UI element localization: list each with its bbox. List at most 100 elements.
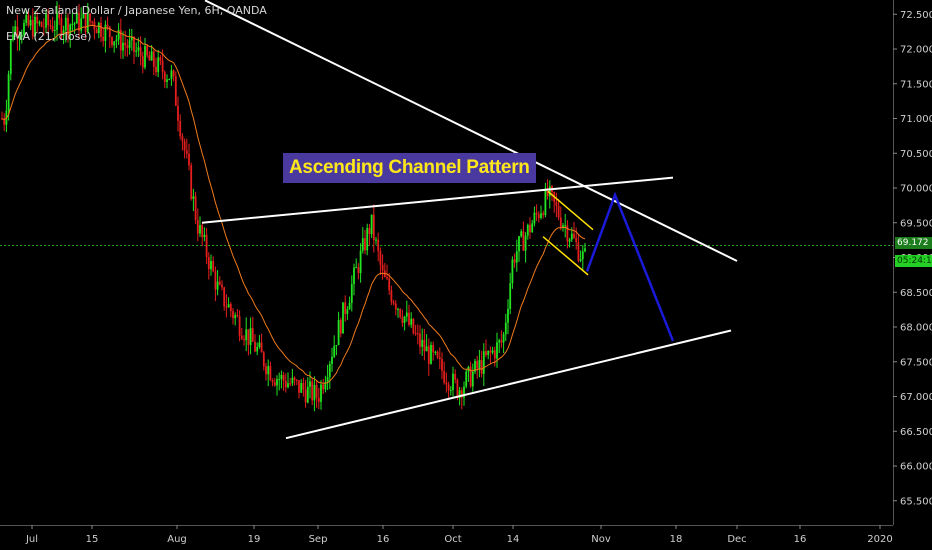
candle-body [478,360,481,369]
time-tick-label: 18 [670,534,683,545]
candle-body [223,287,226,307]
candle-body [36,16,39,24]
candle-body [295,379,298,381]
candle-body [458,390,461,398]
candle-body [564,225,567,227]
candle-body [430,344,432,364]
candle-body [427,346,430,364]
candle-body [124,42,127,46]
candle-body [18,36,21,39]
candle-body [507,308,509,323]
candle-body [304,389,307,403]
symbol-title[interactable]: New Zealand Dollar / Japanese Yen, 6H, O… [6,4,267,17]
candle-body [236,315,239,317]
candle-body [192,196,195,199]
candle-body [210,261,212,270]
candle-body [381,264,384,271]
candle-body [399,309,402,317]
candle-body [361,238,364,251]
candle-body [504,322,507,335]
flag-upper-line[interactable] [547,190,594,231]
price-tick-label: 67.000 [900,392,932,403]
candle-body [313,384,316,401]
candle-body [207,257,210,270]
candle-body [218,281,221,285]
candle-body [34,16,36,37]
price-tick-label: 68.500 [900,288,932,299]
candle-body [183,141,186,151]
candle-body [324,382,327,390]
candle-body [559,217,562,228]
candle-body [581,251,584,260]
candle-body [128,40,131,48]
candle-body [463,386,465,398]
candle-body [172,70,175,77]
flag-lower-line[interactable] [542,236,589,276]
candle-body [342,302,344,334]
candle-body [108,26,111,37]
descending-trendline[interactable] [204,0,738,262]
candle-body [58,12,61,19]
candle-body [542,213,545,216]
upper-channel-line[interactable] [201,176,674,224]
candle-body [3,118,6,125]
ema-line [1,24,586,384]
candle-body [100,22,102,37]
time-tick-label: Dec [727,534,746,545]
candle-body [113,41,116,46]
candle-body [493,350,496,359]
candle-body [177,105,179,121]
candle-body [293,377,296,380]
candle-body [568,239,571,242]
candle-body [243,338,245,341]
time-axis[interactable]: Jul 15 Aug 19 Sep 16 Oct 14 Nov 18 Dec 16 2020 [25,525,893,545]
candle-body [410,318,413,325]
price-tick-label: 71.000 [900,114,932,125]
candle-body [23,22,25,35]
candle-body [535,212,538,215]
time-tick-label: 14 [507,534,520,545]
current-price-tag: 69.172 [895,237,932,249]
projection-path[interactable] [585,191,675,342]
candle-body [540,213,542,218]
price-tick-label: 71.500 [900,79,932,90]
candle-body [570,233,573,240]
candle-body [40,22,43,27]
lower-channel-line[interactable] [285,329,732,440]
indicator-legend[interactable]: EMA (21, close) [6,30,92,43]
candle-body [238,316,241,336]
annotation-label[interactable]: Ascending Channel Pattern [283,153,536,183]
candle-body [16,26,19,39]
candle-body [229,304,232,312]
price-tick-label: 70.500 [900,149,932,160]
candle-body [469,366,472,387]
candle-body [394,303,397,310]
candle-body [562,225,564,228]
candle-body [245,329,248,341]
candle-body [379,251,382,265]
candle-body [199,225,201,234]
candle-body [64,17,67,31]
candle-body [95,29,98,34]
candle-body [251,328,254,342]
candle-body [344,302,347,314]
candle-body [335,345,338,347]
candle-body [14,26,17,35]
candle-body [201,225,204,238]
candle-body [518,236,520,252]
candle-body [273,382,276,386]
candle-body [146,46,149,56]
candle-body [49,25,52,27]
candle-body [161,60,164,73]
candle-body [139,47,142,57]
candle-body [225,306,228,308]
candle-body [476,360,479,369]
candle-body [102,36,105,41]
candle-body [416,333,419,335]
candle-body [346,309,349,314]
candle-body [300,383,303,393]
candle-body [9,39,12,75]
candle-body [194,196,197,221]
candle-body [524,235,527,251]
